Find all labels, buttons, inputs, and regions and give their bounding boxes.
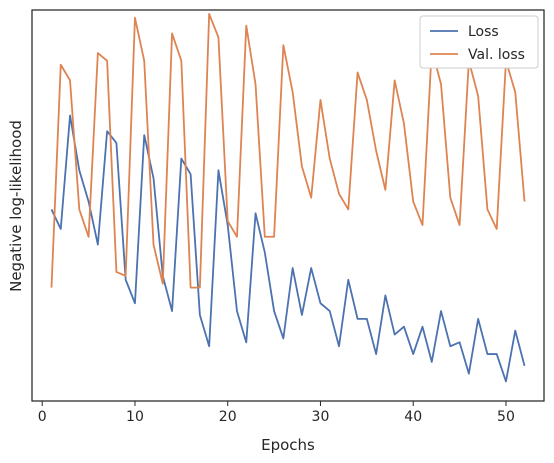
plot-area-frame xyxy=(31,9,545,402)
x-tick-label: 10 xyxy=(126,409,144,425)
x-axis-label: Epochs xyxy=(261,436,315,454)
x-tick-label: 0 xyxy=(38,409,47,425)
series-line-val-loss xyxy=(50,13,526,289)
series-line-loss xyxy=(50,114,526,383)
legend-box xyxy=(419,15,539,69)
x-tick-label: 50 xyxy=(497,409,515,425)
x-tick-label: 20 xyxy=(219,409,237,425)
x-tick-label: 30 xyxy=(312,409,330,425)
series-layer xyxy=(50,13,526,383)
legend: Loss Val. loss xyxy=(419,15,539,69)
legend-label-val-loss: Val. loss xyxy=(468,47,525,63)
legend-label-loss: Loss xyxy=(468,24,499,40)
x-tick-label: 40 xyxy=(404,409,422,425)
y-axis-label: Negative log-likelihood xyxy=(7,120,25,292)
x-axis: 0 10 20 30 40 50 xyxy=(38,401,515,425)
